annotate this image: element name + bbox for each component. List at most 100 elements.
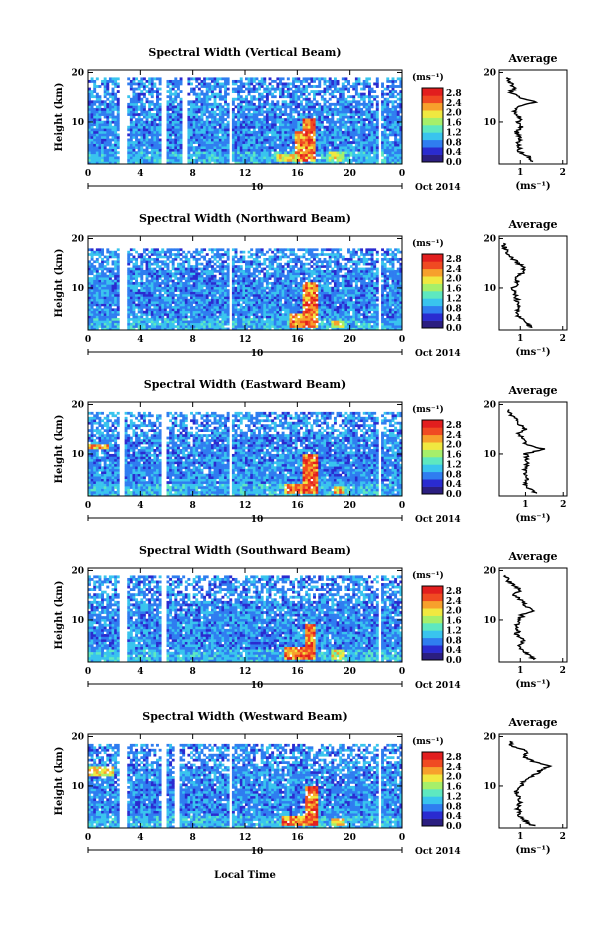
heatmap-cell [192,110,196,114]
heatmap-cell [187,260,191,264]
heatmap-cell [365,153,369,157]
heatmap-cell [93,322,97,326]
heatmap-cell [103,133,107,137]
heatmap-cell [127,301,131,304]
heatmap-cell [95,293,99,297]
heatmap-cell [111,301,115,304]
heatmap-cell [310,102,314,106]
heatmap-cell [362,133,366,137]
heatmap-cell [399,97,403,101]
heatmap-cell [399,102,403,106]
heatmap-cell [114,284,118,288]
heatmap-cell [195,320,199,324]
heatmap-cell [216,296,220,300]
heatmap-cell [135,158,139,162]
heatmap-cell [213,320,217,324]
colorbar-swatch [422,110,443,118]
heatmap-cell [347,90,350,93]
heatmap-cell [208,289,212,292]
heatmap-cell [231,325,235,328]
heatmap-cell [179,315,183,319]
heatmap-cell [273,90,277,93]
heatmap-cell [90,298,94,302]
heatmap-cell [242,250,246,254]
heatmap-cell [137,118,141,122]
heatmap-cell [299,146,303,150]
heatmap-cell [95,95,99,99]
colorbar-swatch [422,125,443,133]
heatmap-cell [260,158,264,162]
heatmap-cell [289,110,293,114]
heatmap-cell [114,325,118,328]
heatmap-cell [292,125,296,129]
heatmap-cell [103,77,107,81]
heatmap-cell [245,262,248,266]
heatmap-cell [231,158,235,162]
heatmap-cell [231,248,235,252]
heatmap-cell [203,105,207,109]
heatmap-cell [203,153,207,157]
heatmap-cell [132,305,136,309]
heatmap-cell [140,153,144,157]
heatmap-cell [150,289,154,292]
heatmap-cell [190,313,193,316]
heatmap-cell [184,313,188,316]
heatmap-cell [208,90,212,93]
heatmap-cell [156,320,159,324]
heatmap-cell [195,248,199,252]
heatmap-cell [182,267,186,271]
heatmap-cell [273,153,277,157]
heatmap-cell [360,123,364,127]
heatmap-cell [210,315,214,319]
heatmap-cell [242,118,246,122]
heatmap-cell [208,318,212,321]
heatmap-cell [111,253,115,256]
heatmap-cell [145,248,149,252]
heatmap-cell [242,272,246,276]
heatmap-cell [391,125,395,129]
heatmap-cell [258,135,261,139]
heatmap-cell [289,146,293,150]
heatmap-cell [176,250,180,254]
heatmap-cell [171,113,175,116]
heatmap-cell [271,79,275,83]
heatmap-cell [148,313,152,316]
heatmap-cell [242,143,246,147]
heatmap-cell [158,148,162,152]
heatmap-cell [200,135,204,139]
heatmap-cell [192,277,196,280]
heatmap-cell [347,138,350,142]
heatmap-cell [226,277,230,280]
heatmap-cell [88,133,91,137]
heatmap-cell [386,92,390,96]
heatmap-cell [135,141,139,144]
heatmap-cell [367,151,371,155]
heatmap-cell [158,274,162,278]
heatmap-cell [158,286,162,290]
heatmap-cell [310,77,314,81]
heatmap-cell [224,118,227,122]
heatmap-cell [268,151,272,155]
heatmap-cell [148,289,152,292]
heatmap-cell [163,327,167,331]
heatmap-cell [247,87,251,91]
heatmap-cell [328,130,332,134]
heatmap-cell [88,79,91,83]
heatmap-cell [200,143,204,147]
heatmap-cell [156,148,159,152]
heatmap-cell [210,284,214,288]
heatmap-cell [218,303,222,307]
heatmap-cell [375,148,379,152]
heatmap-cell [216,143,220,147]
heatmap-cell [347,105,350,109]
heatmap-cell [247,281,251,285]
heatmap-cell [386,141,390,144]
heatmap-cell [339,120,343,124]
heatmap-cell [101,267,104,271]
heatmap-cell [367,105,371,109]
heatmap-cell [116,286,120,290]
heatmap-cell [320,135,324,139]
heatmap-cell [347,153,350,157]
heatmap-cell [200,85,204,88]
heatmap-cell [203,310,207,314]
